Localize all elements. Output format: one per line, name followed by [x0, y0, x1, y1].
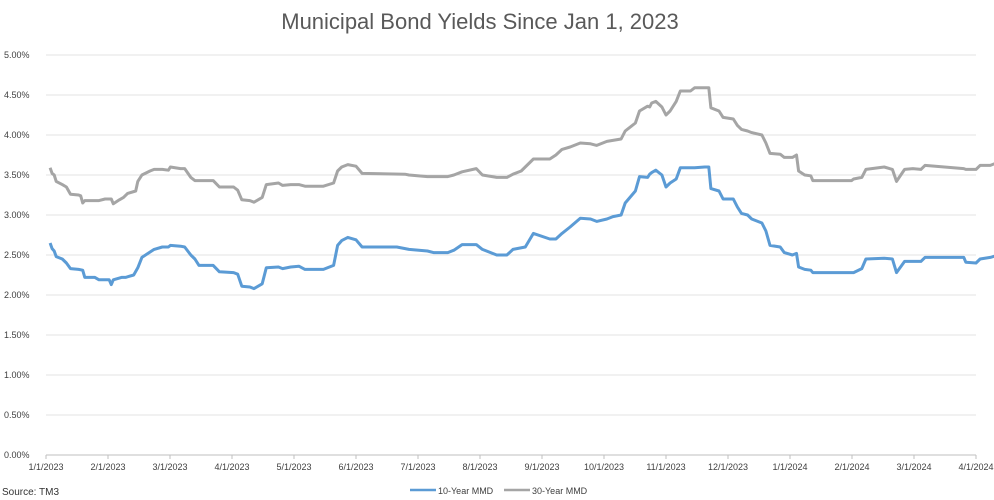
y-tick-label: 2.50% — [4, 250, 30, 260]
y-tick-label: 1.50% — [4, 330, 30, 340]
y-tick-label: 2.00% — [4, 290, 30, 300]
x-tick-label: 2/1/2023 — [90, 462, 125, 472]
y-axis-ticks: 0.00% 0.50% 1.00% 1.50% 2.00% 2.50% 3.00% 3.50%… — [4, 50, 30, 460]
series-line-10-year-mmd — [48, 165, 994, 291]
x-tick-label: 1/1/2023 — [28, 462, 63, 472]
x-tick-label: 1/1/2024 — [772, 462, 807, 472]
series-lines — [48, 86, 994, 291]
y-tick-label: 0.50% — [4, 410, 30, 420]
x-tick-label: 7/1/2023 — [400, 462, 435, 472]
x-tick-label: 11/1/2023 — [646, 462, 685, 472]
y-tick-label: 4.00% — [4, 130, 30, 140]
x-tick-label: 3/1/2023 — [152, 462, 187, 472]
gridlines — [46, 54, 976, 456]
x-tick-label: 2/1/2024 — [834, 462, 869, 472]
chart-title: Municipal Bond Yields Since Jan 1, 2023 — [281, 9, 678, 34]
y-tick-label: 4.50% — [4, 90, 30, 100]
x-tick-label: 12/1/2023 — [708, 462, 748, 472]
x-axis-ticks: 1/1/2023 2/1/2023 3/1/2023 4/1/2023 5/1/2023… — [28, 455, 994, 472]
x-tick-label: 5/1/2023 — [276, 462, 311, 472]
y-tick-label: 3.50% — [4, 170, 30, 180]
y-tick-label: 1.00% — [4, 370, 30, 380]
x-tick-label: 3/1/2024 — [896, 462, 931, 472]
legend: 10-Year MMD 30-Year MMD — [410, 486, 588, 496]
x-tick-label: 10/1/2023 — [584, 462, 624, 472]
y-tick-label: 3.00% — [4, 210, 30, 220]
x-tick-label: 6/1/2023 — [338, 462, 373, 472]
legend-label-30yr: 30-Year MMD — [532, 486, 588, 496]
y-tick-label: 5.00% — [4, 50, 30, 60]
x-tick-label: 4/1/2024 — [958, 462, 993, 472]
source-note: Source: TM3 — [2, 487, 59, 498]
legend-label-10yr: 10-Year MMD — [438, 486, 494, 496]
x-tick-label: 8/1/2023 — [462, 462, 497, 472]
x-tick-label: 9/1/2023 — [524, 462, 559, 472]
series-line-30-year-mmd — [48, 86, 994, 206]
y-tick-label: 0.00% — [4, 450, 30, 460]
x-tick-label: 4/1/2023 — [214, 462, 249, 472]
